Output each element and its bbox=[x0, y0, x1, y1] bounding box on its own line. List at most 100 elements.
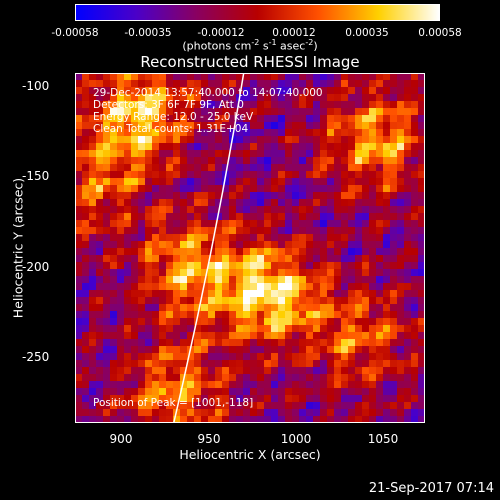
image-pixel bbox=[264, 346, 272, 354]
image-pixel bbox=[418, 178, 425, 186]
image-pixel bbox=[131, 339, 139, 347]
image-pixel bbox=[299, 381, 307, 389]
image-pixel bbox=[327, 283, 335, 291]
image-pixel bbox=[390, 178, 398, 186]
image-pixel bbox=[187, 395, 195, 403]
image-pixel bbox=[348, 290, 356, 298]
image-pixel bbox=[418, 248, 425, 256]
colorbar-tick: -0.00035 bbox=[124, 27, 172, 39]
image-pixel bbox=[320, 297, 328, 305]
image-pixel bbox=[404, 339, 412, 347]
image-pixel bbox=[173, 227, 181, 235]
image-pixel bbox=[159, 360, 167, 368]
image-pixel bbox=[236, 178, 244, 186]
image-pixel bbox=[159, 227, 167, 235]
image-pixel bbox=[306, 136, 314, 144]
image-pixel bbox=[292, 374, 300, 382]
image-pixel bbox=[215, 199, 223, 207]
image-pixel bbox=[229, 192, 237, 200]
image-pixel bbox=[208, 94, 216, 102]
image-pixel bbox=[369, 234, 377, 242]
image-pixel bbox=[222, 192, 230, 200]
image-pixel bbox=[201, 136, 209, 144]
image-pixel bbox=[306, 94, 314, 102]
image-pixel bbox=[201, 374, 209, 382]
image-pixel bbox=[327, 157, 335, 165]
image-pixel bbox=[138, 374, 146, 382]
image-pixel bbox=[362, 248, 370, 256]
image-pixel bbox=[390, 416, 398, 423]
image-pixel bbox=[327, 178, 335, 186]
image-pixel bbox=[82, 80, 90, 88]
image-pixel bbox=[187, 122, 195, 130]
image-pixel bbox=[411, 136, 419, 144]
image-pixel bbox=[250, 346, 258, 354]
image-pixel bbox=[327, 402, 335, 410]
image-pixel bbox=[271, 276, 279, 284]
image-pixel bbox=[208, 227, 216, 235]
image-pixel bbox=[103, 199, 111, 207]
image-pixel bbox=[341, 255, 349, 263]
image-pixel bbox=[180, 276, 188, 284]
image-pixel bbox=[397, 262, 405, 270]
image-pixel bbox=[243, 339, 251, 347]
image-pixel bbox=[131, 178, 139, 186]
image-pixel bbox=[313, 360, 321, 368]
image-pixel bbox=[313, 290, 321, 298]
image-pixel bbox=[383, 164, 391, 172]
image-pixel bbox=[285, 227, 293, 235]
image-pixel bbox=[138, 150, 146, 158]
image-pixel bbox=[327, 227, 335, 235]
image-pixel bbox=[320, 234, 328, 242]
image-pixel bbox=[362, 178, 370, 186]
image-pixel bbox=[397, 283, 405, 291]
image-pixel bbox=[271, 255, 279, 263]
image-pixel bbox=[201, 185, 209, 193]
image-pixel bbox=[404, 304, 412, 312]
image-pixel bbox=[306, 80, 314, 88]
image-pixel bbox=[243, 248, 251, 256]
image-pixel bbox=[292, 192, 300, 200]
image-pixel bbox=[404, 220, 412, 228]
image-pixel bbox=[180, 360, 188, 368]
image-pixel bbox=[397, 395, 405, 403]
image-pixel bbox=[299, 353, 307, 361]
image-pixel bbox=[383, 80, 391, 88]
image-pixel bbox=[348, 304, 356, 312]
image-pixel bbox=[187, 150, 195, 158]
image-pixel bbox=[271, 220, 279, 228]
image-pixel bbox=[320, 220, 328, 228]
image-pixel bbox=[187, 234, 195, 242]
image-pixel bbox=[131, 94, 139, 102]
image-pixel bbox=[187, 276, 195, 284]
image-pixel bbox=[201, 381, 209, 389]
image-pixel bbox=[383, 416, 391, 423]
y-axis-label: Heliocentric Y (arcsec) bbox=[10, 177, 26, 319]
image-pixel bbox=[110, 297, 118, 305]
image-pixel bbox=[180, 332, 188, 340]
image-pixel bbox=[250, 255, 258, 263]
image-pixel bbox=[201, 227, 209, 235]
image-pixel bbox=[229, 255, 237, 263]
image-pixel bbox=[292, 150, 300, 158]
image-pixel bbox=[334, 409, 342, 417]
image-pixel bbox=[355, 129, 363, 137]
image-pixel bbox=[292, 234, 300, 242]
image-pixel bbox=[285, 332, 293, 340]
image-pixel bbox=[369, 325, 377, 333]
image-pixel bbox=[299, 87, 307, 95]
image-pixel bbox=[236, 402, 244, 410]
image-pixel bbox=[285, 115, 293, 123]
image-pixel bbox=[236, 206, 244, 214]
image-pixel bbox=[369, 143, 377, 151]
image-pixel bbox=[243, 402, 251, 410]
image-pixel bbox=[397, 122, 405, 130]
image-pixel bbox=[306, 346, 314, 354]
image-pixel bbox=[180, 206, 188, 214]
image-pixel bbox=[180, 339, 188, 347]
image-pixel bbox=[208, 164, 216, 172]
image-pixel bbox=[229, 178, 237, 186]
image-pixel bbox=[201, 94, 209, 102]
image-pixel bbox=[243, 367, 251, 375]
image-pixel bbox=[243, 206, 251, 214]
